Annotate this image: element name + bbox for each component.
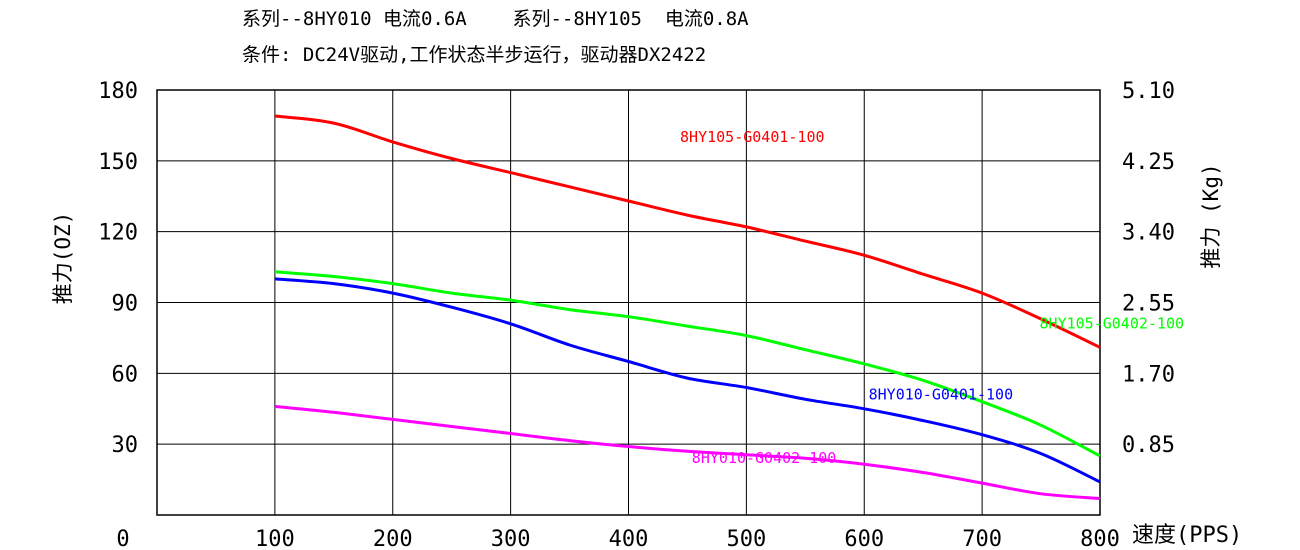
y2-tick-label: 0.85 [1122, 433, 1175, 458]
y2-tick-label: 3.40 [1122, 221, 1175, 246]
chart-title-line-1: 系列--8HY010 电流0.6A 系列--8HY105 电流0.8A [242, 8, 749, 30]
y-tick-label: 120 [98, 221, 138, 246]
y2-tick-label: 1.70 [1122, 362, 1175, 387]
axes [156, 89, 1101, 516]
x-tick-label: 300 [491, 527, 531, 550]
y2-axis-label: 推力 (Kg) [1199, 163, 1223, 268]
y-tick-label: 60 [112, 362, 139, 387]
y2-tick-label: 2.55 [1122, 292, 1175, 317]
y2-tick-label: 5.10 [1122, 79, 1175, 104]
series-line-8hy010-g0401-100 [274, 277, 1101, 484]
series-line-8hy105-g0402-100 [274, 270, 1101, 458]
tick-labels: 0 100 200 300 400 500 600 700 800 30 60 90 120 150 180… [98, 79, 1175, 550]
series-label: 8HY105-G0401-100 [680, 128, 825, 146]
x-tick-label: 0 [116, 527, 129, 550]
x-tick-label: 100 [255, 527, 295, 550]
y2-tick-label: 4.25 [1122, 150, 1175, 175]
x-tick-label: 800 [1080, 527, 1120, 550]
chart-title-line-2: 条件: DC24V驱动,工作状态半步运行，驱动器DX2422 [242, 44, 707, 66]
series-label: 8HY010-G0401-100 [869, 385, 1014, 403]
y-tick-label: 90 [112, 292, 139, 317]
y-tick-label: 30 [112, 433, 139, 458]
series-label: 8HY105-G0402-100 [1040, 314, 1185, 332]
plot-frame [156, 89, 1101, 516]
series-layer [274, 114, 1101, 500]
x-tick-label: 200 [373, 527, 413, 550]
y-axis-label: 推力(OZ) [51, 212, 75, 305]
series-line-8hy010-g0402-100 [274, 404, 1101, 500]
x-axis-label: 速度(PPS) [1132, 523, 1242, 548]
y-tick-label: 180 [98, 79, 138, 104]
x-tick-label: 400 [609, 527, 649, 550]
y-tick-label: 150 [98, 150, 138, 175]
x-tick-label: 600 [844, 527, 884, 550]
series-labels: 8HY105-G0401-100 8HY105-G0402-100 8HY010-G… [680, 128, 1184, 467]
x-tick-label: 700 [962, 527, 1002, 550]
x-tick-label: 500 [727, 527, 767, 550]
grid [157, 90, 1100, 515]
series-label: 8HY010-G0402-100 [692, 449, 837, 467]
series-line-8hy105-g0401-100 [274, 114, 1101, 349]
